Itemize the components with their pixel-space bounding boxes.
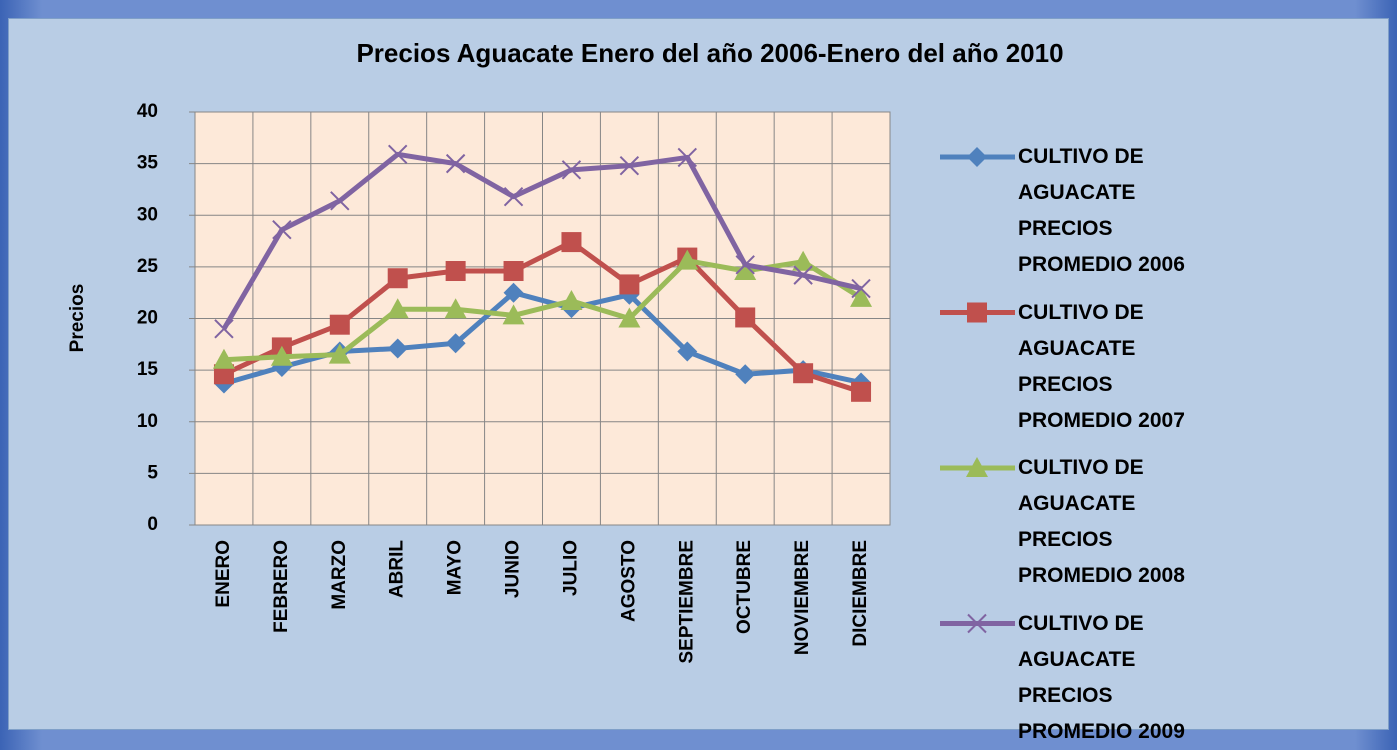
x-tick-label: ABRIL	[387, 540, 408, 598]
y-tick-label: 30	[137, 204, 158, 225]
marker	[387, 338, 408, 359]
x-tick-label: DICIEMBRE	[850, 540, 871, 647]
marker	[214, 319, 234, 339]
marker	[272, 219, 292, 240]
series-line	[221, 151, 862, 331]
marker	[735, 255, 755, 275]
marker	[618, 307, 641, 328]
legend-label: CULTIVO DE AGUACATE PRECIOS PROMEDIO 200…	[1018, 300, 1185, 432]
marker	[619, 155, 640, 176]
marker	[967, 302, 987, 323]
y-axis-label: Precios	[67, 284, 88, 353]
y-tick-label: 35	[137, 153, 159, 174]
marker	[330, 191, 350, 211]
y-tick-label: 5	[147, 462, 158, 483]
marker	[445, 153, 466, 174]
marker	[561, 160, 582, 180]
y-tick-label: 0	[147, 514, 158, 535]
marker	[793, 265, 813, 285]
y-tick-label: 40	[137, 101, 158, 122]
marker	[503, 261, 524, 282]
marker	[329, 314, 350, 335]
marker	[850, 286, 873, 307]
marker	[213, 364, 234, 385]
marker	[445, 333, 466, 354]
marker	[851, 381, 872, 402]
legend-label: CULTIVO DE AGUACATE PRECIOS PROMEDIO 200…	[1018, 145, 1185, 276]
marker	[561, 232, 582, 253]
marker	[851, 278, 871, 299]
x-tick-label: FEBRERO	[271, 540, 292, 633]
marker	[328, 343, 351, 364]
x-tick-label: AGOSTO	[618, 540, 639, 622]
x-tick-label: MAYO	[445, 540, 466, 595]
marker	[967, 613, 987, 634]
marker	[735, 364, 756, 385]
series-line	[223, 258, 863, 363]
marker	[734, 260, 757, 281]
marker	[386, 298, 409, 319]
y-tick-label: 15	[137, 359, 159, 380]
marker	[677, 147, 697, 168]
marker	[619, 274, 640, 295]
x-tick-label: JUNIO	[503, 540, 524, 598]
marker	[792, 250, 815, 271]
y-tick-label: 20	[137, 308, 158, 329]
marker	[445, 261, 466, 282]
marker	[503, 282, 524, 303]
legend-label: CULTIVO DE AGUACATE PRECIOS PROMEDIO 200…	[1018, 456, 1185, 587]
marker	[735, 307, 756, 328]
x-tick-label: ENERO	[213, 540, 234, 608]
x-tick-label: JULIO	[560, 540, 581, 596]
x-tick-label: NOVIEMBRE	[792, 540, 813, 655]
marker	[502, 304, 525, 325]
y-tick-label: 10	[137, 411, 158, 432]
marker	[677, 341, 698, 362]
marker	[560, 289, 583, 310]
marker	[444, 298, 467, 319]
marker	[212, 348, 235, 369]
marker	[676, 249, 699, 270]
y-tick-label: 25	[137, 256, 159, 277]
chart-title: Precios Aguacate Enero del año 2006-Ener…	[356, 38, 1063, 68]
marker	[966, 457, 988, 477]
x-tick-label: MARZO	[329, 540, 350, 610]
marker	[270, 345, 293, 366]
x-tick-label: OCTUBRE	[734, 540, 755, 634]
x-tick-label: SEPTIEMBRE	[676, 540, 697, 664]
legend-label: CULTIVO DE AGUACATE PRECIOS PROMEDIO 200…	[1018, 611, 1185, 743]
marker	[503, 186, 524, 207]
marker	[793, 363, 814, 384]
marker	[967, 147, 987, 167]
marker	[387, 268, 408, 289]
marker	[388, 144, 408, 165]
